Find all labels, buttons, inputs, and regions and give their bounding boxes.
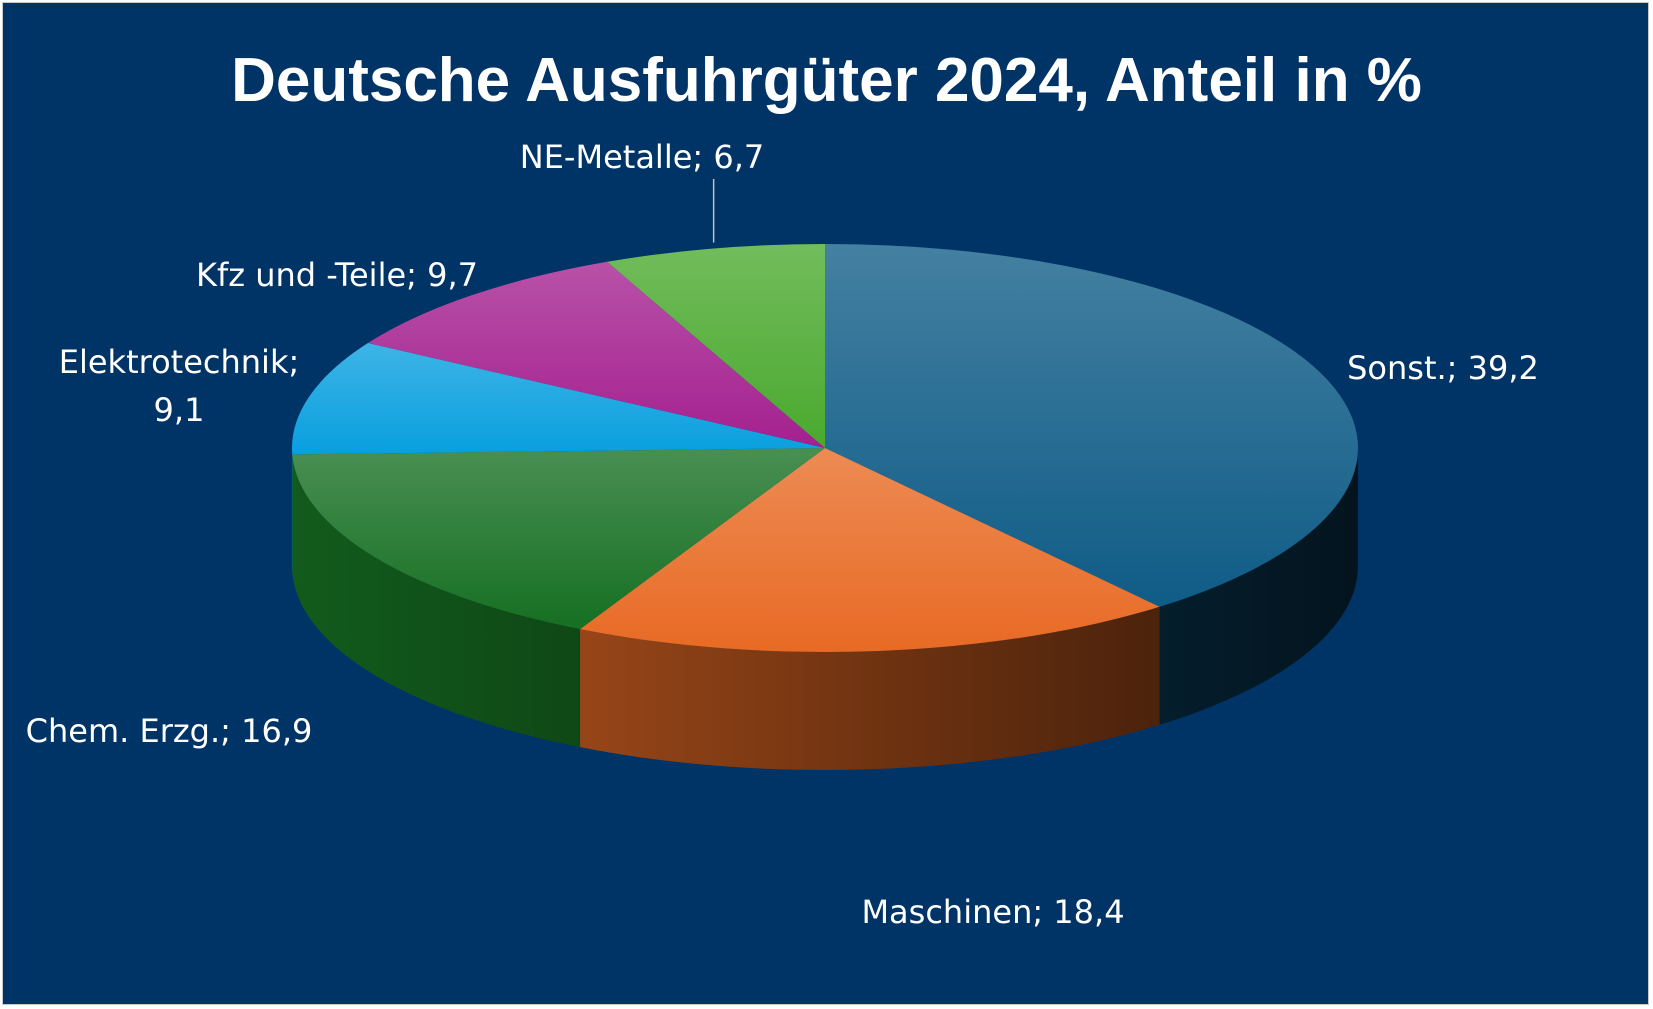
pie-side-chem-erzg (292, 454, 581, 748)
data-label-chem-erzg: Chem. Erzg.; 16,9 (25, 712, 313, 750)
pie-slice-elektrotechnik[interactable] (292, 343, 825, 455)
chart-title: Deutsche Ausfuhrgüter 2024, Anteil in % (231, 46, 1422, 115)
pie-side-maschinen (580, 606, 1160, 770)
data-label-elektrotechnik: Elektrotechnik; 9,1 (58, 343, 300, 429)
data-label-ne-metalle: NE-Metalle; 6,7 (519, 138, 765, 176)
pie-slice-sonst[interactable] (825, 244, 1358, 607)
data-label-maschinen: Maschinen; 18,4 (861, 893, 1125, 931)
pie-slice-kfz-und-teile[interactable] (367, 261, 825, 448)
pie-side-sonst (1159, 448, 1358, 725)
pie-slice-ne-metalle[interactable] (607, 244, 825, 448)
pie-chart (292, 179, 1358, 770)
data-label-kfz-und-teile: Kfz und -Teile; 9,7 (196, 256, 478, 294)
pie-slice-maschinen[interactable] (580, 448, 1160, 652)
data-label-sonst: Sonst.; 39,2 (1347, 349, 1539, 387)
pie-slice-chem-erzg[interactable] (292, 448, 825, 630)
